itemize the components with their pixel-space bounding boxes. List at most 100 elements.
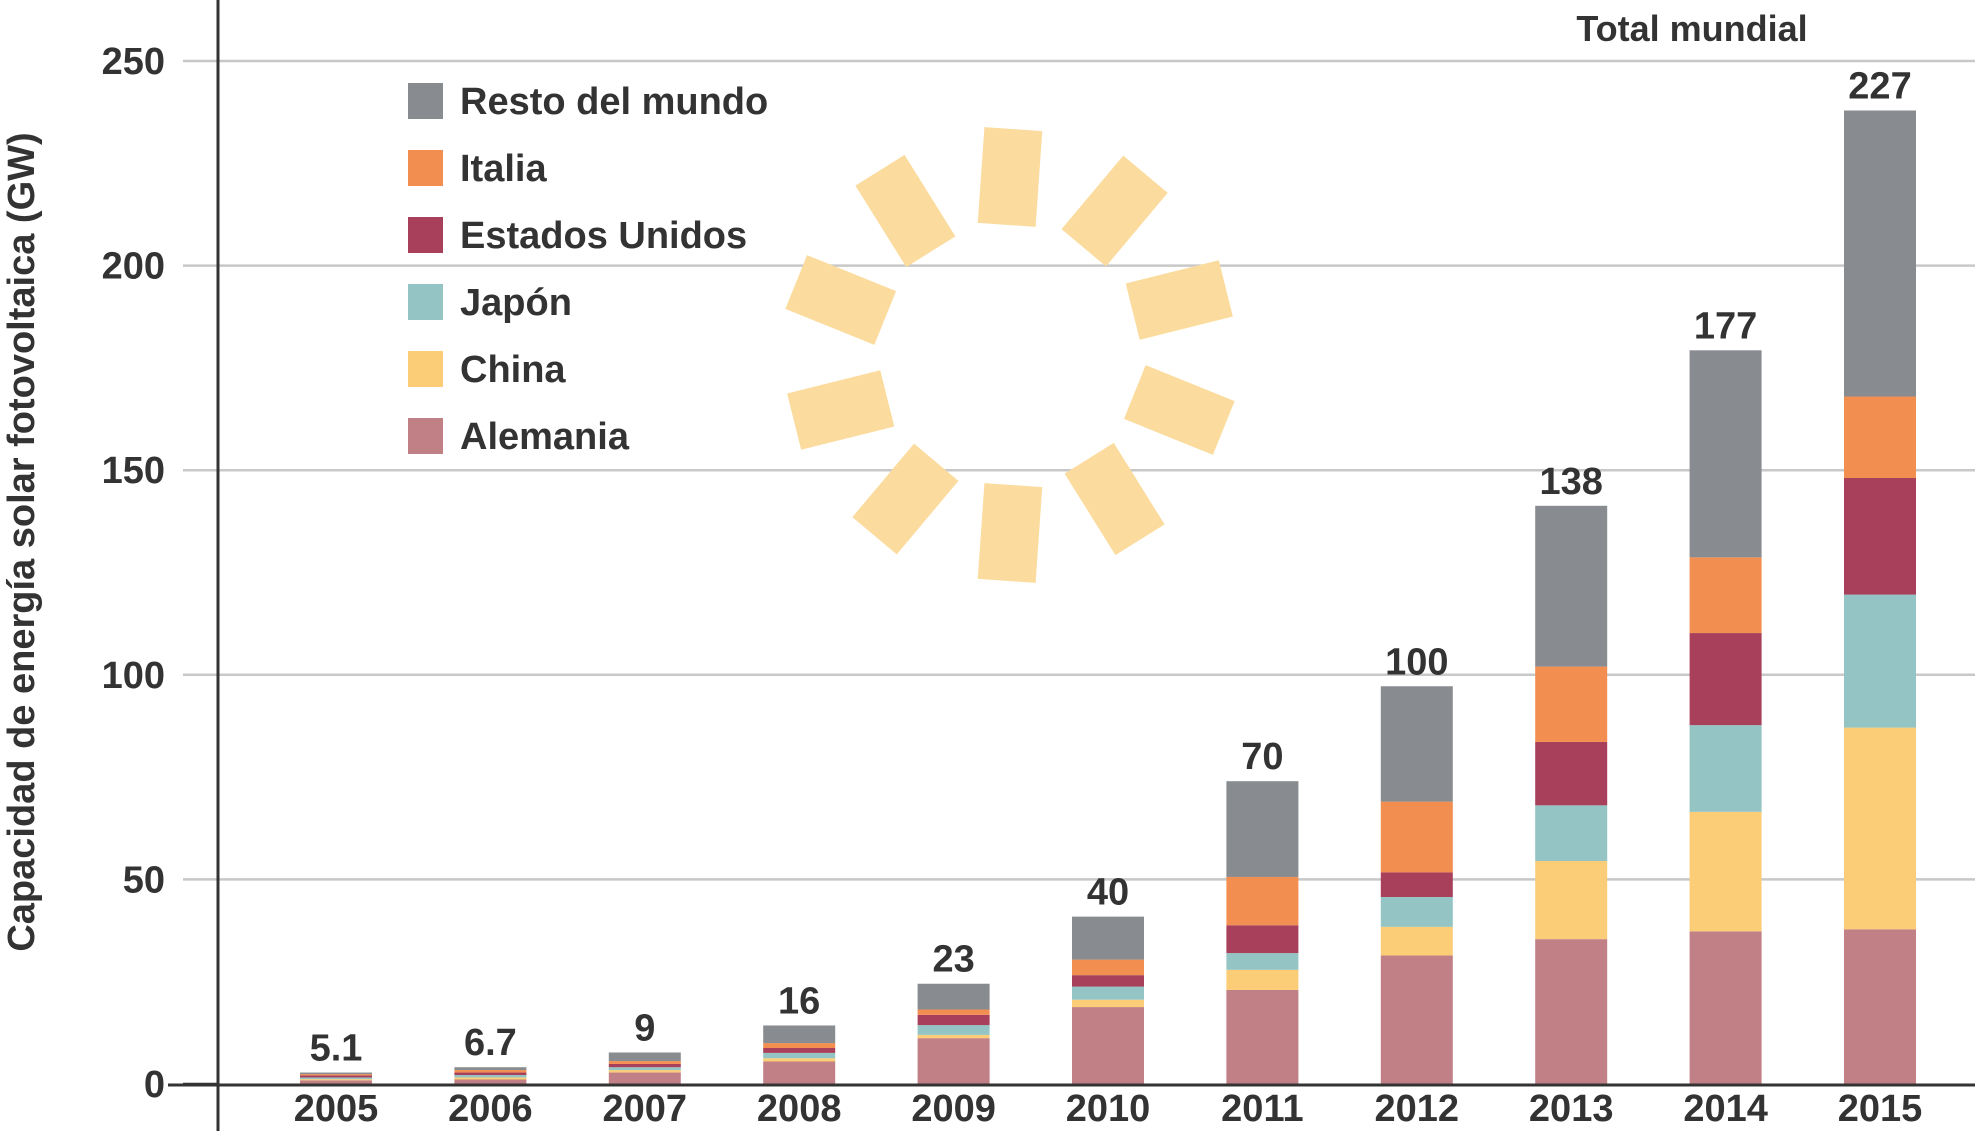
x-tick-label: 2008 xyxy=(757,1088,842,1130)
bar-total-label: 100 xyxy=(1385,641,1448,683)
bar-segment xyxy=(608,1072,681,1084)
bar-segment xyxy=(1689,811,1762,932)
bar-segment xyxy=(1689,350,1762,558)
axes xyxy=(168,0,1975,1131)
sun-ray xyxy=(852,443,959,555)
bar-segment xyxy=(763,1052,836,1059)
bar-segment xyxy=(608,1063,681,1068)
y-tick-labels: 0 50 100 150 200 250 xyxy=(102,41,165,1106)
legend-item-label: China xyxy=(460,349,566,391)
bar-segment xyxy=(300,1080,372,1084)
bar-segment xyxy=(917,983,990,1010)
x-tick-labels: 2005 2006 2007 2008 2009 2010 2011 2012 2013 2014… xyxy=(294,1088,1923,1130)
bar-segment xyxy=(1072,1007,1144,1084)
bar-segment xyxy=(1380,896,1453,927)
sun-ray xyxy=(1064,442,1165,556)
x-tick-label: 2007 xyxy=(603,1088,688,1130)
x-tick-label: 2009 xyxy=(911,1088,996,1130)
legend-item-label: Italia xyxy=(460,148,547,190)
bar-segment xyxy=(1689,557,1762,634)
bar-segment xyxy=(1380,926,1453,956)
gridlines xyxy=(183,59,1975,1086)
y-tick-label: 50 xyxy=(123,859,165,901)
bar-segment xyxy=(1380,955,1453,1084)
bar-segment xyxy=(1226,969,1299,990)
legend-item-label: Resto del mundo xyxy=(460,81,768,123)
legend-item-label: Alemania xyxy=(460,416,630,458)
x-tick-label: 2010 xyxy=(1066,1088,1151,1130)
bar-segment xyxy=(300,1075,372,1078)
legend-swatch xyxy=(408,217,443,253)
sun-decoration xyxy=(785,127,1235,583)
bar-segment xyxy=(1844,727,1916,930)
bar-segment xyxy=(1072,975,1144,987)
bar-segment xyxy=(454,1074,527,1078)
legend-swatch xyxy=(408,418,443,454)
bar-segment xyxy=(1226,953,1299,970)
legend-swatch xyxy=(408,284,443,320)
bar-total-label: 40 xyxy=(1087,872,1129,914)
y-tick-label: 150 xyxy=(102,450,165,492)
chart-title: Total mundial xyxy=(1576,8,1807,49)
sun-ray xyxy=(855,154,956,268)
legend-item-label: Estados Unidos xyxy=(460,215,747,257)
bar-segment xyxy=(1072,916,1144,960)
bar-segment xyxy=(300,1074,372,1076)
x-tick-label: 2013 xyxy=(1529,1088,1614,1130)
bar-segment xyxy=(1226,925,1299,954)
bar-segment xyxy=(1226,781,1299,877)
legend: Resto del mundo Italia Estados Unidos Japón… xyxy=(408,81,768,458)
x-tick-label: 2011 xyxy=(1221,1088,1303,1130)
bar-segment xyxy=(1844,396,1916,478)
bar-segment xyxy=(763,1061,836,1084)
bar-segment xyxy=(1689,633,1762,726)
bar-segment xyxy=(1380,872,1453,897)
bar-segment xyxy=(917,1038,990,1084)
sun-ray xyxy=(977,127,1043,227)
bar-segment xyxy=(1226,876,1299,926)
x-tick-label: 2006 xyxy=(448,1088,533,1130)
bar-segment xyxy=(1072,959,1144,976)
bar-segment xyxy=(763,1047,836,1053)
legend-swatch xyxy=(408,351,443,387)
total-labels: 5.1 6.7 9 16 23 40 70 100 138 177 227 xyxy=(310,66,1912,1070)
bar-segment xyxy=(1072,999,1144,1008)
sun-ray xyxy=(1125,260,1233,340)
y-tick-label: 200 xyxy=(102,246,165,288)
bar-segment xyxy=(1380,686,1453,802)
sun-ray xyxy=(785,255,897,345)
bar-segment xyxy=(763,1043,836,1048)
bar-segment xyxy=(454,1067,527,1071)
bar-segment xyxy=(917,1034,990,1039)
bar-segment xyxy=(608,1061,681,1064)
bar-segment xyxy=(608,1052,681,1062)
y-tick-label: 250 xyxy=(102,41,165,83)
bar-total-label: 138 xyxy=(1539,461,1602,503)
bar-segment xyxy=(300,1077,372,1080)
bar-segment xyxy=(917,1025,990,1035)
bar-segment xyxy=(1689,725,1762,812)
bar-total-label: 9 xyxy=(634,1007,655,1049)
x-tick-label: 2005 xyxy=(294,1088,379,1130)
x-tick-label: 2015 xyxy=(1838,1088,1923,1130)
bar-segment xyxy=(454,1070,527,1073)
bar-segment xyxy=(1535,939,1608,1084)
bar-segment xyxy=(917,1014,990,1026)
bar-total-label: 227 xyxy=(1848,66,1911,108)
bar-total-label: 23 xyxy=(932,939,974,981)
bar-segment xyxy=(1689,931,1762,1084)
sun-ray xyxy=(1123,365,1235,455)
y-tick-label: 100 xyxy=(102,655,165,697)
bar-segment xyxy=(1535,741,1608,806)
bar-segment xyxy=(608,1070,681,1073)
legend-swatch xyxy=(408,150,443,186)
bar-segment xyxy=(608,1067,681,1071)
bar-segment xyxy=(1844,929,1916,1084)
bar-segment xyxy=(1535,505,1608,667)
x-tick-label: 2012 xyxy=(1375,1088,1460,1130)
bar-segment xyxy=(454,1072,527,1075)
bar-segment xyxy=(300,1079,372,1081)
x-tick-label: 2014 xyxy=(1683,1088,1768,1130)
legend-item-label: Japón xyxy=(460,282,572,324)
